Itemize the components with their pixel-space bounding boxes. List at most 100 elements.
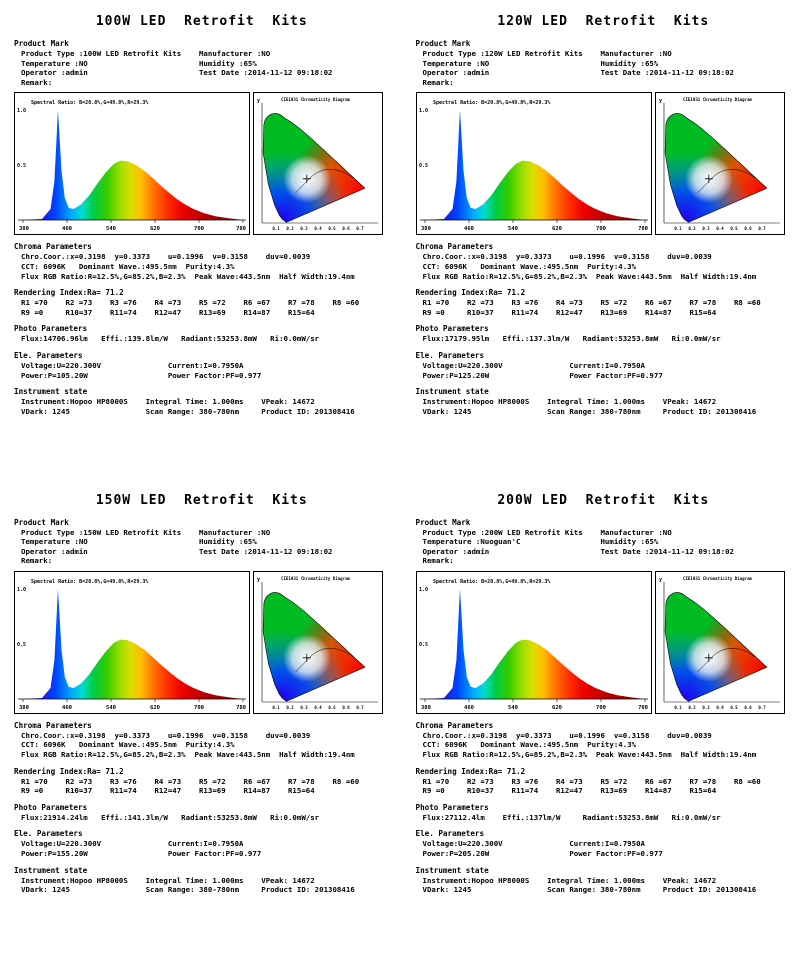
chroma-point-cross — [302, 653, 311, 662]
product-mark-heading: Product Mark — [415, 39, 471, 48]
rendering-index-line: R1 =70 R2 =73 R3 =76 R4 =73 R5 =72 R6 =6… — [21, 776, 360, 786]
cie-x-tick: 0.6 — [342, 226, 350, 231]
photo-line: Flux:17179.95lm Effi.:137.3lm/W Radiant:… — [422, 334, 721, 344]
spectral-x-tick: 780 — [236, 705, 246, 711]
spectral-axis-ticks — [424, 220, 645, 224]
section-ele: Ele. Parameters Voltage:U=220.300V Curre… — [14, 829, 390, 858]
planckian-locus — [696, 169, 755, 194]
ele-line: Voltage:U=220.300V Current:I=0.7950A — [422, 360, 645, 370]
spectral-x-tick: 700 — [194, 226, 204, 232]
photo-heading: Photo Parameters — [415, 324, 489, 334]
ele-line: Power:P=155.20W Power Factor:PF=0.977 — [21, 849, 262, 859]
cie-x-tick: 0.2 — [286, 226, 294, 231]
report-title: 200W LED Retrofit Kits — [497, 492, 710, 508]
section-rendering-index: Rendering Index:Ra= 71.2 R1 =70 R2 =73 R… — [14, 288, 390, 317]
product-mark-line: Temperature :NO Humidity :65% — [21, 58, 257, 68]
section-instrument: Instrument state Instrument:Hopoo HP8000… — [416, 866, 792, 895]
cie-x-tick: 0.1 — [674, 705, 682, 710]
instrument-line: VDark: 1245 Scan Range: 380-780nm Produc… — [422, 406, 757, 416]
section-product-mark: Product Mark Product Type :200W LED Retr… — [416, 518, 792, 566]
photo-line: Flux:14706.96lm Effi.:139.8lm/W Radiant:… — [21, 334, 320, 344]
chroma-heading: Chroma Parameters — [415, 720, 494, 730]
spectral-ratio-label: Spectral Ratio: B=20.8%,G=49.8%,R=29.3% — [433, 579, 550, 585]
chroma-line: Flux RGB Ratio:R=12.5%,G=85.2%,B=2.3% Pe… — [422, 750, 757, 760]
photo-heading: Photo Parameters — [14, 802, 88, 812]
section-chroma: Chroma Parameters Chro.Coor.:x=0.3198 y=… — [14, 721, 390, 760]
spectral-x-tick: 540 — [106, 226, 116, 232]
cie-x-tick: 0.2 — [688, 705, 696, 710]
spectral-y-tick: 1.0 — [17, 108, 26, 114]
spectrum-area — [23, 588, 243, 699]
spectral-x-tick: 620 — [552, 226, 562, 232]
chroma-line: Flux RGB Ratio:R=12.5%,G=85.2%,B=2.3% Pe… — [21, 750, 355, 760]
product-mark-line: Remark: — [21, 77, 53, 87]
ele-heading: Ele. Parameters — [415, 829, 485, 839]
spectral-x-tick: 700 — [194, 705, 204, 711]
section-photo: Photo Parameters Flux:21914.24lm Effi.:1… — [14, 803, 390, 823]
cie-chromaticity-chart: y CIE1931 Chromaticity Diagram 0.1 0.2 — [654, 92, 785, 236]
photo-line: Flux:27112.4lm Effi.:137lm/W Radiant:532… — [422, 812, 721, 822]
report-title: 120W LED Retrofit Kits — [497, 14, 710, 29]
cie-title: CIE1931 Chromaticity Diagram — [683, 576, 753, 581]
rendering-index-line: R1 =70 R2 =73 R3 =76 R4 =73 R5 =72 R6 =6… — [422, 776, 761, 786]
report-panel: 150W LED Retrofit Kits Product Mark Prod… — [0, 479, 402, 957]
spectral-x-tick: 780 — [236, 226, 246, 232]
product-mark-line: Product Type :100W LED Retrofit Kits Man… — [21, 49, 271, 58]
spectral-x-tick: 780 — [638, 705, 648, 711]
section-product-mark: Product Mark Product Type :120W LED Retr… — [416, 39, 792, 87]
section-photo: Photo Parameters Flux:17179.95lm Effi.:1… — [416, 324, 792, 344]
photo-line: Flux:21914.24lm Effi.:141.3lm/W Radiant:… — [21, 812, 320, 822]
chroma-heading: Chroma Parameters — [14, 720, 92, 730]
spectral-y-tick: 1.0 — [17, 587, 26, 593]
cie-y-axis-label: y — [257, 577, 260, 583]
spectral-x-tick: 620 — [552, 705, 562, 711]
instrument-heading: Instrument state — [415, 387, 489, 397]
rendering-index-line: R9 =0 R10=37 R11=74 R12=47 R13=69 R14=87… — [422, 307, 717, 317]
report-title: 100W LED Retrofit Kits — [95, 14, 308, 29]
cie-x-tick: 0.4 — [314, 705, 322, 710]
spectral-svg: 1.0 0.5 Spectral Ratio: B=20.8%,G=49.8%,… — [419, 579, 648, 711]
product-mark-line: Temperature :NO Humidity :65% — [422, 58, 659, 68]
chroma-line: Chro.Coor.:x=0.3198 y=0.3373 u=0.1996 v=… — [422, 252, 712, 262]
spectral-x-tick: 380 — [19, 705, 29, 711]
section-instrument: Instrument state Instrument:Hopoo HP8000… — [416, 387, 792, 416]
cie-x-tick: 0.5 — [730, 226, 738, 231]
spectral-x-tick: 620 — [150, 705, 160, 711]
section-chroma: Chroma Parameters Chro.Coor.:x=0.3198 y=… — [416, 242, 792, 281]
instrument-heading: Instrument state — [415, 865, 489, 875]
spectral-y-tick: 0.5 — [419, 163, 428, 169]
spectral-x-tick: 780 — [638, 226, 648, 232]
product-mark-line: Temperature :NO Humidity :65% — [21, 537, 257, 547]
cie-chromaticity-chart: y CIE1931 Chromaticity Diagram 0.1 0.2 — [253, 570, 383, 714]
chroma-heading: Chroma Parameters — [14, 242, 92, 252]
planckian-locus — [696, 647, 755, 672]
cie-x-tick: 0.3 — [702, 226, 710, 231]
section-rendering-index: Rendering Index:Ra= 71.2 R1 =70 R2 =73 R… — [416, 767, 792, 796]
ele-line: Voltage:U=220.300V Current:I=0.7950A — [21, 360, 244, 370]
instrument-heading: Instrument state — [14, 387, 88, 397]
cie-x-tick: 0.3 — [300, 226, 308, 231]
chroma-line: Flux RGB Ratio:R=12.5%,G=85.2%,B=2.3% Pe… — [21, 271, 355, 281]
charts-row: 1.0 0.5 Spectral Ratio: B=20.8%,G=49.8%,… — [14, 570, 390, 714]
rendering-index-heading: Rendering Index:Ra= 71.2 — [415, 288, 526, 298]
photo-heading: Photo Parameters — [415, 802, 489, 812]
charts-row: 1.0 0.5 Spectral Ratio: B=20.8%,G=49.8%,… — [415, 92, 792, 236]
cie-y-axis-label: y — [257, 98, 260, 104]
spectral-x-tick: 460 — [62, 226, 72, 232]
cie-chromaticity-chart: y CIE1931 Chromaticity Diagram 0.1 0.2 — [253, 92, 383, 236]
spectral-locus-outline — [664, 592, 767, 702]
spectral-x-tick: 700 — [596, 705, 606, 711]
chroma-line: CCT: 6096K Dominant Wave.:495.5nm Purity… — [21, 261, 235, 271]
product-mark-line: Operator :admin Test Date :2014-11-12 09… — [422, 546, 734, 556]
ele-heading: Ele. Parameters — [415, 350, 485, 360]
section-product-mark: Product Mark Product Type :100W LED Retr… — [14, 39, 390, 87]
spectral-chart: 1.0 0.5 Spectral Ratio: B=20.8%,G=49.8%,… — [415, 570, 652, 714]
spectral-x-tick: 380 — [19, 226, 29, 232]
product-mark-line: Product Type :200W LED Retrofit Kits Man… — [422, 527, 672, 537]
spectral-axis-ticks — [22, 698, 244, 702]
section-instrument: Instrument state Instrument:Hopoo HP8000… — [14, 866, 390, 895]
chroma-line: CCT: 6096K Dominant Wave.:495.5nm Purity… — [422, 740, 637, 750]
cie-x-tick: 0.6 — [744, 705, 752, 710]
rendering-index-heading: Rendering Index:Ra= 71.2 — [14, 288, 124, 298]
section-photo: Photo Parameters Flux:27112.4lm Effi.:13… — [416, 803, 792, 823]
